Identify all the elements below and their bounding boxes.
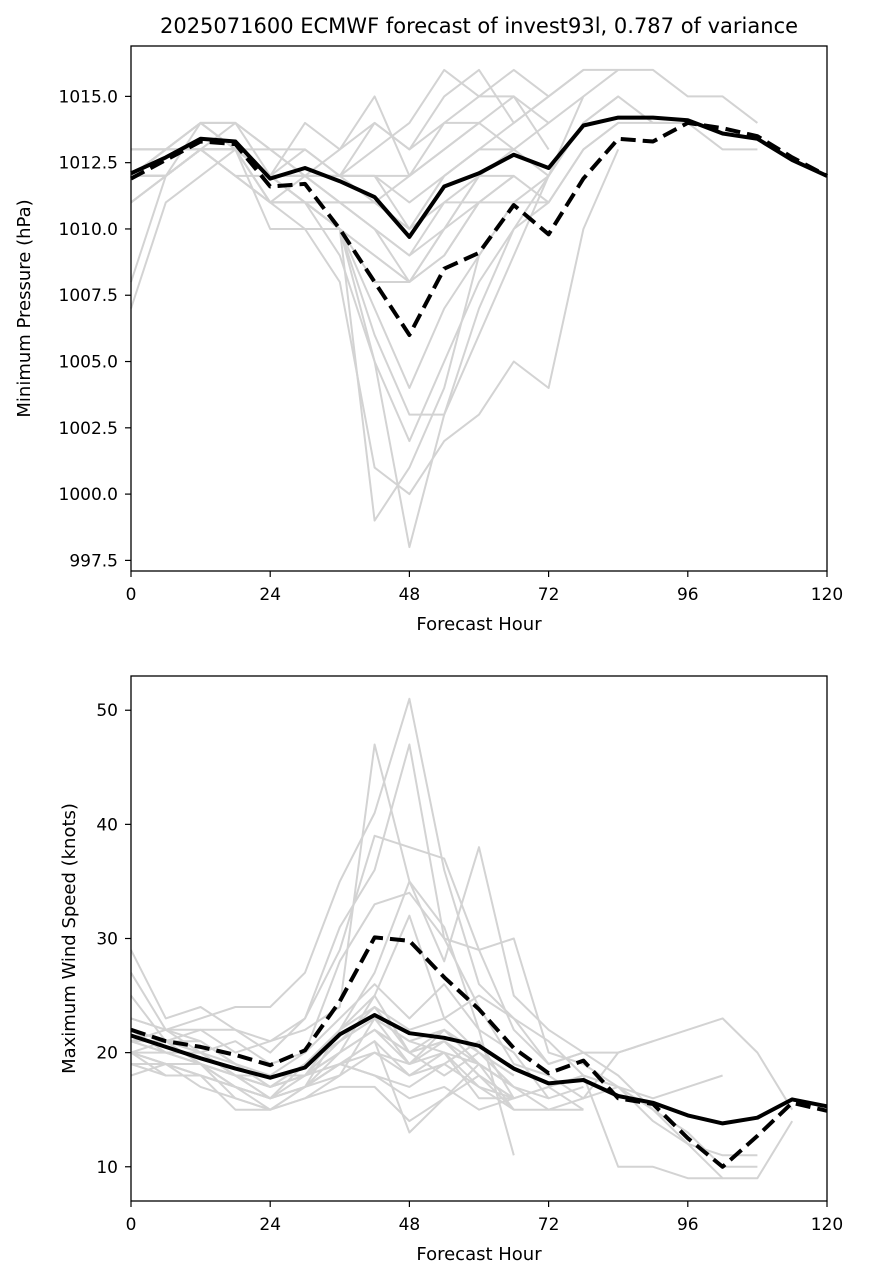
pressure-x-tick-label: 48 <box>399 585 421 605</box>
wind-y-axis: 10 20 30 40 50 <box>96 701 131 1178</box>
wind-x-tick-label: 72 <box>538 1215 560 1235</box>
wind-member-line-23 <box>130 1040 514 1100</box>
wind-member-line-19 <box>131 1051 515 1100</box>
pressure-y-tick-label: 997.5 <box>69 551 118 571</box>
pressure-axes-frame <box>130 45 828 572</box>
wind-y-tick-label: 20 <box>96 1044 118 1064</box>
pressure-y-tick-label: 1012.5 <box>59 154 118 174</box>
pressure-y-tick-label: 1000.0 <box>59 485 118 505</box>
wind-y-tick-label: 10 <box>96 1158 118 1178</box>
wind-member-line-0 <box>130 743 584 1100</box>
pressure-y-tick-label: 1005.0 <box>59 353 118 373</box>
wind-mean-line <box>130 1013 828 1126</box>
pressure-member-line-21 <box>131 148 480 230</box>
pressure-x-tick-label: 24 <box>259 585 281 605</box>
pressure-summary-lines <box>130 115 828 337</box>
pressure-mean-line <box>130 115 828 239</box>
wind-member-line-4 <box>130 891 723 1100</box>
wind-member-line-2 <box>130 743 654 1100</box>
wind-summary-lines <box>130 935 828 1169</box>
pressure-y-axis: 997.5 1000.0 1002.5 1005.0 1007.5 1010.0 1012.… <box>59 87 131 571</box>
wind-x-axis-label: Forecast Hour <box>416 1244 542 1265</box>
wind-member-line-1 <box>130 697 584 1065</box>
pressure-x-axis-label: Forecast Hour <box>416 614 542 635</box>
pressure-chart: 0 24 48 72 96 120 997.5 1000.0 1002.5 1005.0 1007… <box>14 45 843 635</box>
wind-member-line-8 <box>131 1063 723 1180</box>
chart-title: 2025071600 ECMWF forecast of invest93l, … <box>160 14 798 38</box>
wind-highlight-line <box>130 935 828 1169</box>
wind-x-tick-label: 120 <box>811 1215 843 1235</box>
pressure-y-tick-label: 1002.5 <box>59 419 118 439</box>
wind-x-axis: 0 24 48 72 96 120 <box>126 1201 843 1235</box>
wind-member-line-14 <box>130 1006 515 1100</box>
wind-x-tick-label: 0 <box>126 1215 137 1235</box>
wind-x-tick-label: 48 <box>399 1215 421 1235</box>
pressure-ensemble-members <box>130 68 759 549</box>
pressure-member-line-5 <box>130 148 620 496</box>
pressure-y-axis-label: Minimum Pressure (hPa) <box>14 199 35 417</box>
pressure-x-axis: 0 24 48 72 96 120 <box>126 571 843 605</box>
wind-y-tick-label: 50 <box>96 701 118 721</box>
pressure-x-tick-label: 72 <box>538 585 560 605</box>
wind-member-line-9 <box>130 1017 584 1111</box>
wind-ensemble-members <box>130 697 794 1180</box>
pressure-y-tick-label: 1015.0 <box>59 87 118 107</box>
wind-x-tick-label: 24 <box>259 1215 281 1235</box>
wind-member-line-16 <box>130 1051 515 1123</box>
pressure-x-tick-label: 96 <box>677 585 699 605</box>
pressure-x-tick-label: 0 <box>126 585 137 605</box>
wind-chart: 0 24 48 72 96 120 10 20 30 40 50 Forecast Hour Ma… <box>59 675 843 1265</box>
pressure-y-tick-label: 1007.5 <box>59 286 118 306</box>
wind-y-axis-label: Maximum Wind Speed (knots) <box>59 803 80 1074</box>
wind-y-tick-label: 40 <box>96 815 118 835</box>
pressure-y-tick-label: 1010.0 <box>59 220 118 240</box>
wind-y-tick-label: 30 <box>96 930 118 950</box>
pressure-highlight-line <box>130 120 828 337</box>
pressure-x-tick-label: 120 <box>811 585 843 605</box>
wind-member-line-21 <box>130 983 515 1156</box>
pressure-member-line-7 <box>131 68 585 177</box>
wind-x-tick-label: 96 <box>677 1215 699 1235</box>
